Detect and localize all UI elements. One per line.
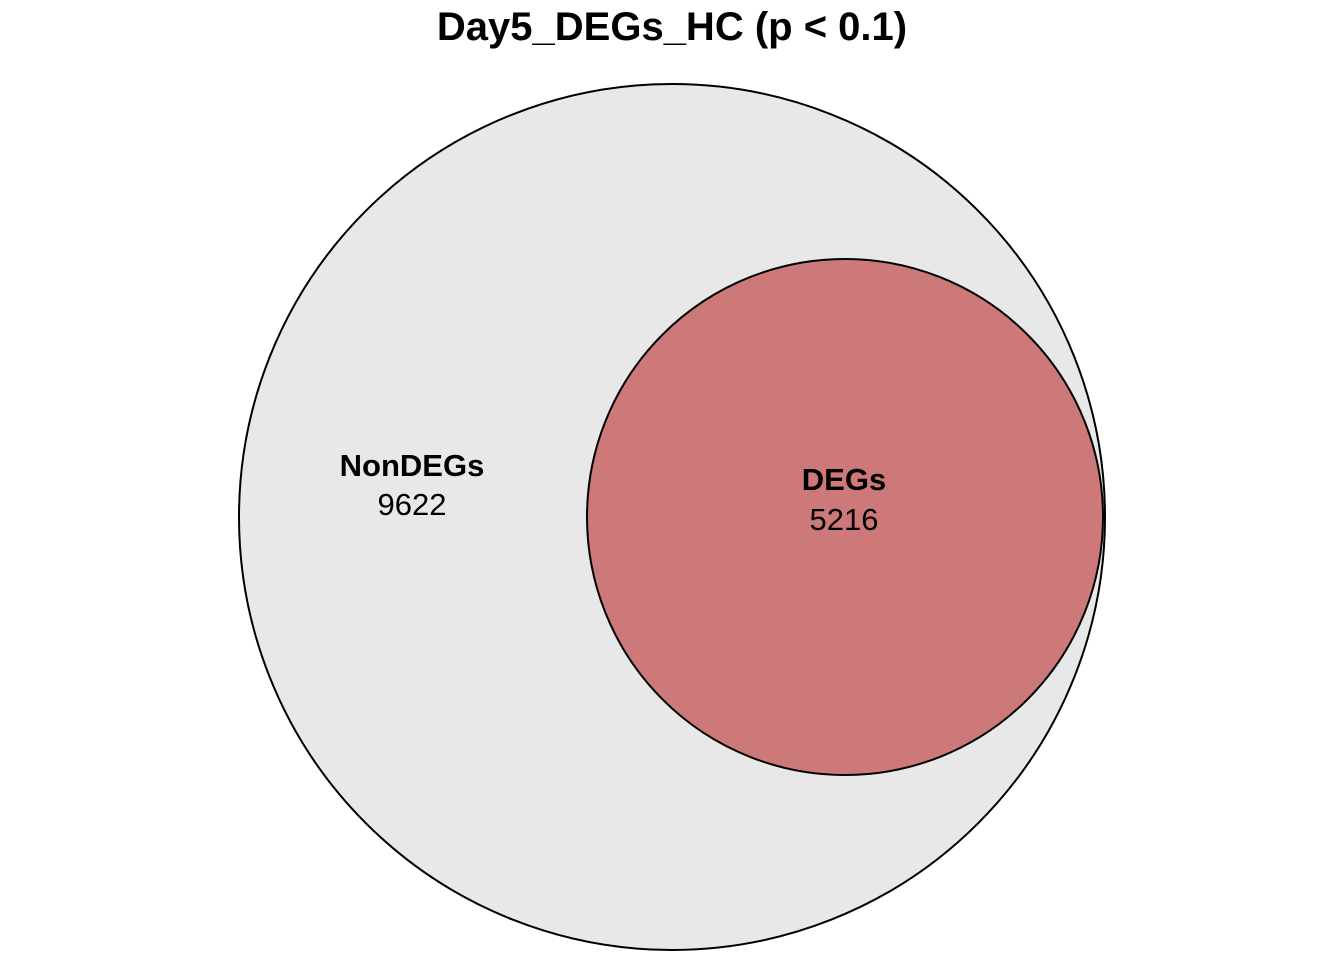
- chart-title: Day5_DEGs_HC (p < 0.1): [437, 5, 907, 49]
- outer-set-count: 9622: [378, 487, 447, 522]
- inner-set-circle: [586, 258, 1104, 776]
- inner-set-count: 5216: [810, 502, 879, 537]
- inner-set-label: DEGs: [802, 462, 886, 497]
- outer-set-label: NonDEGs: [340, 448, 485, 483]
